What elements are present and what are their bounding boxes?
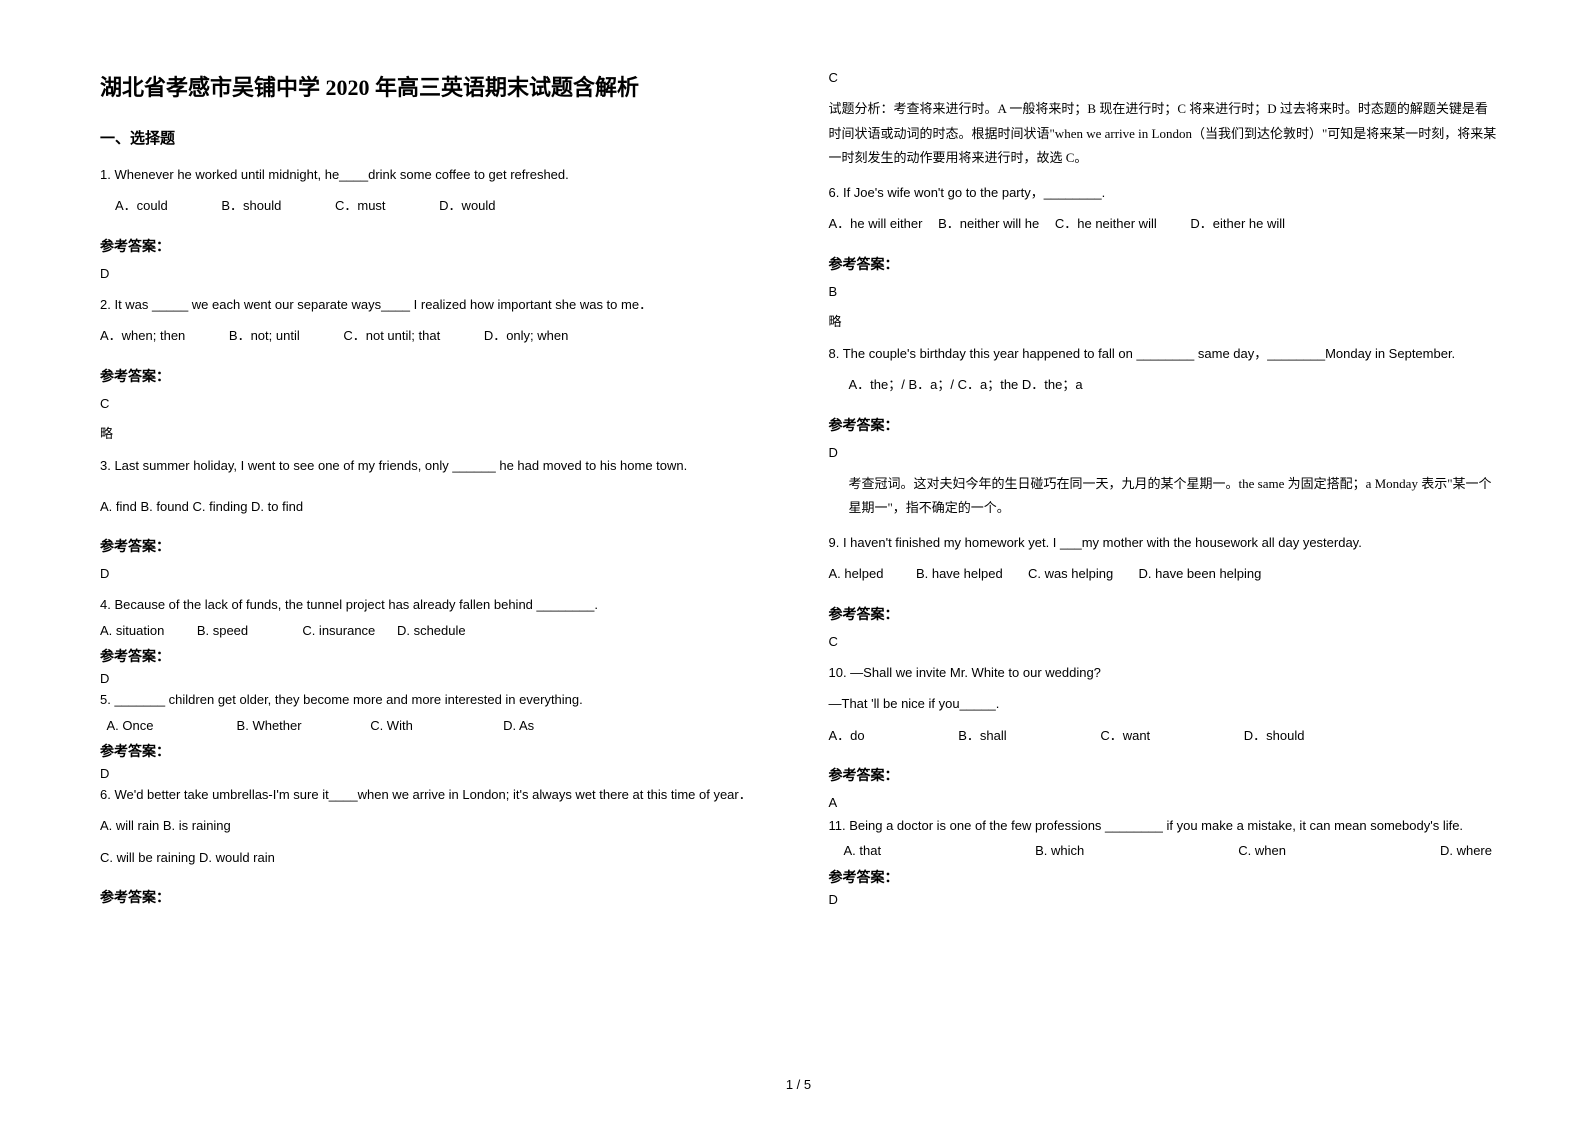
section-header: 一、选择题 [100, 127, 769, 148]
q2-note: 略 [100, 423, 769, 442]
q6b-options: A．he will either B．neither will he C．he … [829, 212, 1498, 235]
q2-optB: B．not; until [229, 324, 300, 347]
q6b-optC: C．he neither will [1055, 212, 1157, 235]
q1-options: A．could B．should C．must D．would [100, 194, 769, 217]
q3-text: 3. Last summer holiday, I went to see on… [100, 454, 769, 477]
q6b-answer: B [829, 284, 1498, 299]
q6b-answer-label: 参考答案： [829, 254, 1498, 274]
q6b-optA: A．he will either [829, 212, 923, 235]
q9-answer: C [829, 634, 1498, 649]
q8-answer: D [829, 445, 1498, 460]
q6b-note: 略 [829, 311, 1498, 330]
q6-text: 6. We'd better take umbrellas-I'm sure i… [100, 783, 769, 806]
q8-text: 8. The couple's birthday this year happe… [829, 342, 1498, 365]
q11-optB: B. which [1035, 839, 1084, 862]
right-column: C 试题分析：考查将来进行时。A 一般将来时；B 现在进行时；C 将来进行时；D… [829, 70, 1498, 1057]
q2-optA: A．when; then [100, 324, 185, 347]
q1-optA: A．could [115, 194, 168, 217]
q11-optD: D. where [1440, 839, 1492, 862]
q11-text: 11. Being a doctor is one of the few pro… [829, 814, 1498, 837]
q5-options: A. Once B. Whether C. With D. As [100, 714, 769, 737]
q2-optC: C．not until; that [343, 324, 440, 347]
q6-answer-label: 参考答案： [100, 887, 769, 907]
q9-options: A. helped B. have helped C. was helping … [829, 562, 1498, 585]
q10-optC: C．want [1100, 724, 1150, 747]
q10-answer: A [829, 795, 1498, 810]
q10-optA: A．do [829, 724, 865, 747]
q10-optB: B．shall [958, 724, 1006, 747]
q1-optB: B．should [221, 194, 281, 217]
q6-explanation: 试题分析：考查将来进行时。A 一般将来时；B 现在进行时；C 将来进行时；D 过… [829, 97, 1498, 171]
q2-options: A．when; then B．not; until C．not until; t… [100, 324, 769, 347]
content-wrapper: 湖北省孝感市吴铺中学 2020 年高三英语期末试题含解析 一、选择题 1. Wh… [100, 70, 1497, 1057]
page-number: 1 / 5 [100, 1077, 1497, 1092]
q9-text: 9. I haven't finished my homework yet. I… [829, 531, 1498, 554]
q11-optC: C. when [1238, 839, 1286, 862]
q4-answer: D [100, 671, 769, 686]
q5-answer-label: 参考答案： [100, 741, 769, 761]
q9-answer-label: 参考答案： [829, 604, 1498, 624]
q2-answer-label: 参考答案： [100, 366, 769, 386]
q10-options: A．do B．shall C．want D．should [829, 724, 1498, 747]
q3-options: A. find B. found C. finding D. to find [100, 495, 769, 518]
q6-options1: A. will rain B. is raining [100, 814, 769, 837]
q10-text1: 10. —Shall we invite Mr. White to our we… [829, 661, 1498, 684]
q2-answer: C [100, 396, 769, 411]
q6-answer: C [829, 70, 1498, 85]
q4-answer-label: 参考答案： [100, 646, 769, 666]
q10-answer-label: 参考答案： [829, 765, 1498, 785]
q5-answer: D [100, 766, 769, 781]
q10-text2: —That 'll be nice if you_____. [829, 692, 1498, 715]
q11-answer: D [829, 892, 1498, 907]
q8-options: A．the；/ B．a；/ C．a；the D．the；a [829, 373, 1498, 396]
q8-explanation: 考查冠词。这对夫妇今年的生日碰巧在同一天，九月的某个星期一。the same 为… [829, 472, 1498, 521]
q2-optD: D．only; when [484, 324, 569, 347]
q2-text: 2. It was _____ we each went our separat… [100, 293, 769, 316]
q6b-text: 6. If Joe's wife won't go to the party，_… [829, 181, 1498, 204]
q11-answer-label: 参考答案： [829, 867, 1498, 887]
q4-text: 4. Because of the lack of funds, the tun… [100, 593, 769, 616]
q1-answer: D [100, 266, 769, 281]
q8-answer-label: 参考答案： [829, 415, 1498, 435]
q1-optD: D．would [439, 194, 495, 217]
left-column: 湖北省孝感市吴铺中学 2020 年高三英语期末试题含解析 一、选择题 1. Wh… [100, 70, 769, 1057]
q6b-optB: B．neither will he [938, 212, 1039, 235]
q1-answer-label: 参考答案： [100, 236, 769, 256]
q1-text: 1. Whenever he worked until midnight, he… [100, 163, 769, 186]
q6b-optD: D．either he will [1190, 212, 1285, 235]
q6-options2: C. will be raining D. would rain [100, 846, 769, 869]
q11-options: A. that B. which C. when D. where [829, 839, 1498, 862]
q10-optD: D．should [1244, 724, 1305, 747]
q3-answer-label: 参考答案： [100, 536, 769, 556]
q3-answer: D [100, 566, 769, 581]
q5-text: 5. _______ children get older, they beco… [100, 688, 769, 711]
q11-optA: A. that [844, 839, 882, 862]
q1-optC: C．must [335, 194, 386, 217]
q4-options: A. situation B. speed C. insurance D. sc… [100, 619, 769, 642]
document-title: 湖北省孝感市吴铺中学 2020 年高三英语期末试题含解析 [100, 70, 769, 102]
